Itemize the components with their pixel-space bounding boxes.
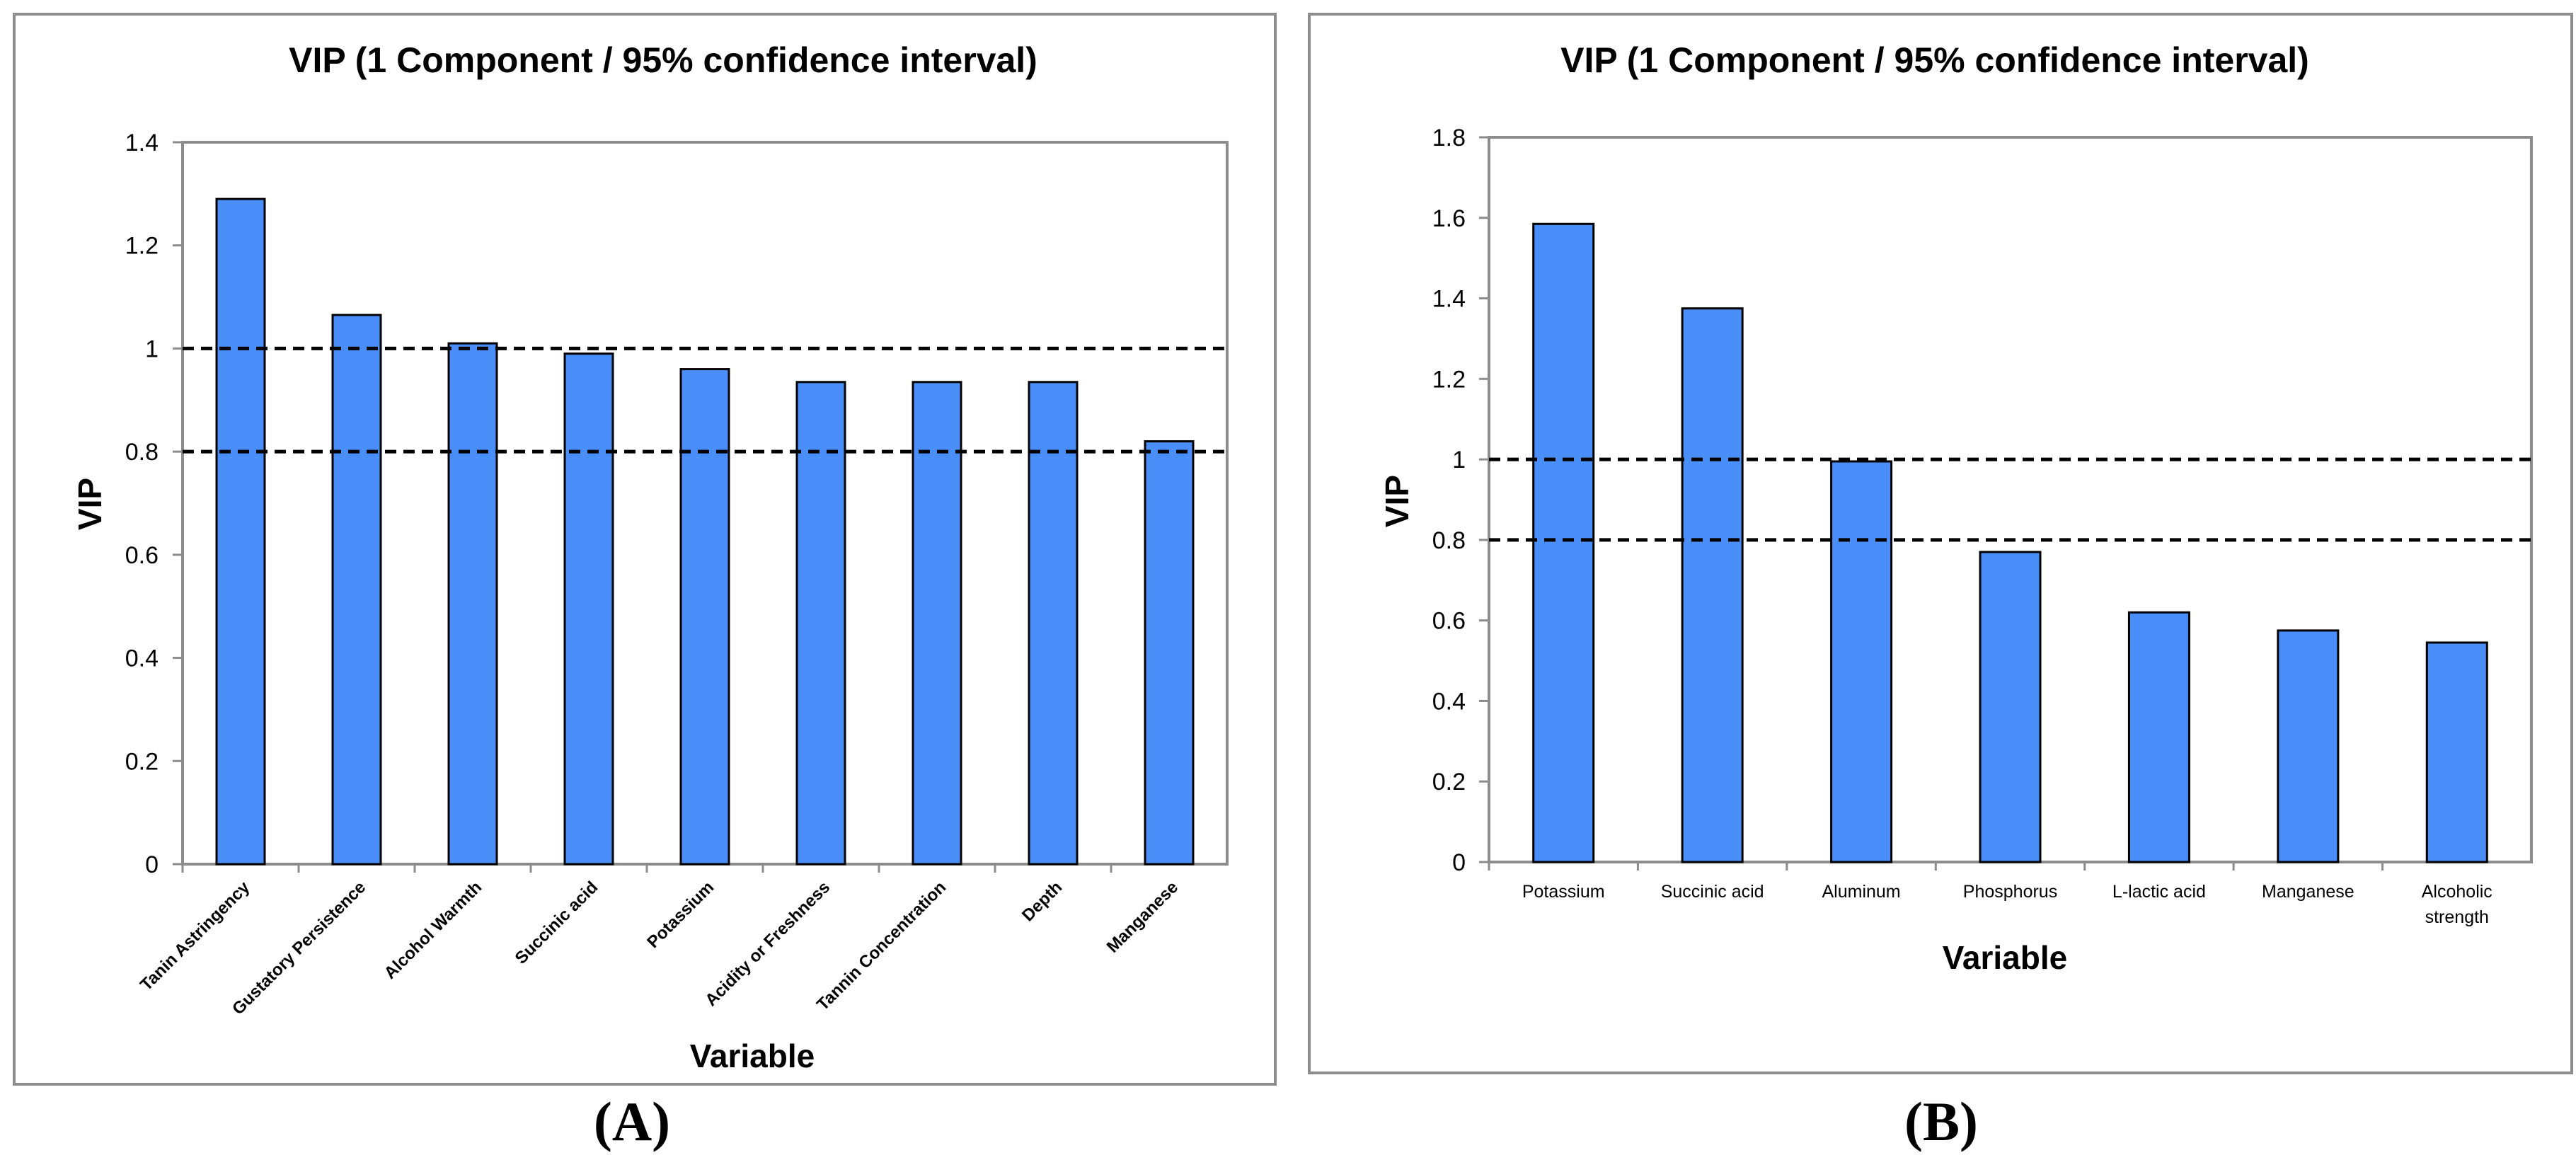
chart-a-bar	[331, 314, 382, 866]
chart-b-category-label: Alcoholic strength	[2422, 882, 2492, 927]
chart-b-bar	[1830, 460, 1893, 863]
chart-a-category-label: Tannin Concentration	[813, 878, 950, 1014]
chart-a-ytick-label: 0.2	[125, 748, 159, 775]
chart-a-xlabel: Variable	[690, 1038, 815, 1074]
chart-a-bar	[1144, 440, 1195, 866]
chart-b-bar	[2277, 629, 2340, 863]
chart-b-ytick-label: 1	[1452, 447, 1466, 473]
chart-b-ylabel: VIP	[1379, 475, 1415, 527]
chart-a-category-label: Alcohol Warmth	[381, 878, 486, 983]
chart-b-ytick-label: 0	[1452, 849, 1466, 876]
panel-label-a: (A)	[593, 1091, 671, 1152]
chart-b-ytick-label: 0.6	[1432, 608, 1466, 635]
chart-b-ytick-label: 0.8	[1432, 527, 1466, 554]
chart-b-ytick-label: 0.4	[1432, 688, 1466, 715]
chart-b-category-label: Succinic acid	[1661, 882, 1764, 902]
chart-a-bar	[679, 368, 730, 866]
chart-a-bar	[215, 197, 266, 866]
panel-label-b: (B)	[1904, 1091, 1978, 1152]
chart-a-ytick-label: 0.8	[125, 439, 159, 466]
chart-a-category-label: Depth	[1018, 878, 1066, 925]
chart-b-ytick-label: 1.8	[1432, 125, 1466, 151]
chart-b-ytick-label: 0.2	[1432, 769, 1466, 795]
chart-b-ytick-label: 1.2	[1432, 366, 1466, 393]
chart-b-xlabel: Variable	[1943, 939, 2067, 976]
chart-a-bar	[795, 381, 846, 866]
chart-a-category-label: Succinic acid	[512, 878, 602, 968]
chart-b-bar	[1979, 551, 2042, 863]
chart-b-category-label: Aluminum	[1822, 882, 1900, 902]
chart-b-category-label: L-lactic acid	[2112, 882, 2206, 902]
chart-a-category-label: Acidity or Freshness	[701, 878, 834, 1010]
chart-b-bar	[1532, 222, 1595, 863]
chart-a-ylabel: VIP	[71, 478, 108, 530]
chart-a-ytick-label: 1	[145, 335, 159, 362]
chart-a-plot: 0 0.2 0.4 0.6 0.8 1 1.2 1.4 Tanin AstringencyGus…	[125, 130, 1229, 1018]
chart-a-ytick-label: 0.4	[125, 645, 159, 672]
chart-a-category-label: Manganese	[1103, 878, 1183, 957]
chart-a-bar	[563, 352, 614, 866]
chart-b-plot: 0 0.2 0.4 0.6 0.8 1 1.2 1.4 1.6 1.8 Potassium Succi…	[1432, 125, 2533, 927]
chart-b-category-label: Phosphorus	[1963, 882, 2057, 902]
chart-a-bar	[1028, 381, 1079, 866]
chart-a-ytick-label: 0	[145, 851, 159, 878]
chart-b-ytick-label: 1.4	[1432, 286, 1466, 313]
chart-a-bar	[447, 342, 498, 866]
chart-b-frame	[1308, 13, 2573, 1074]
chart-b-bar	[1681, 307, 1744, 863]
chart-a-title: VIP (1 Component / 95% confidence interv…	[289, 40, 1037, 80]
chart-a-ytick-label: 1.4	[125, 130, 159, 156]
chart-b-bar	[2127, 611, 2190, 863]
chart-a-category-label: Tanin Astringency	[137, 878, 254, 995]
chart-a-ytick-label: 0.6	[125, 542, 159, 569]
chart-b-title: VIP (1 Component / 95% confidence interv…	[1560, 40, 2309, 80]
chart-b-category-label: Manganese	[2262, 882, 2354, 902]
chart-b-bar	[2425, 641, 2488, 863]
chart-a-bar	[912, 381, 962, 866]
chart-a-category-label: Gustatory Persistence	[229, 878, 369, 1018]
chart-a-category-label: Potassium	[643, 878, 718, 952]
chart-b-ytick-label: 1.6	[1432, 205, 1466, 232]
chart-a-ytick-label: 1.2	[125, 233, 159, 260]
chart-b-category-label: Potassium	[1522, 882, 1605, 902]
